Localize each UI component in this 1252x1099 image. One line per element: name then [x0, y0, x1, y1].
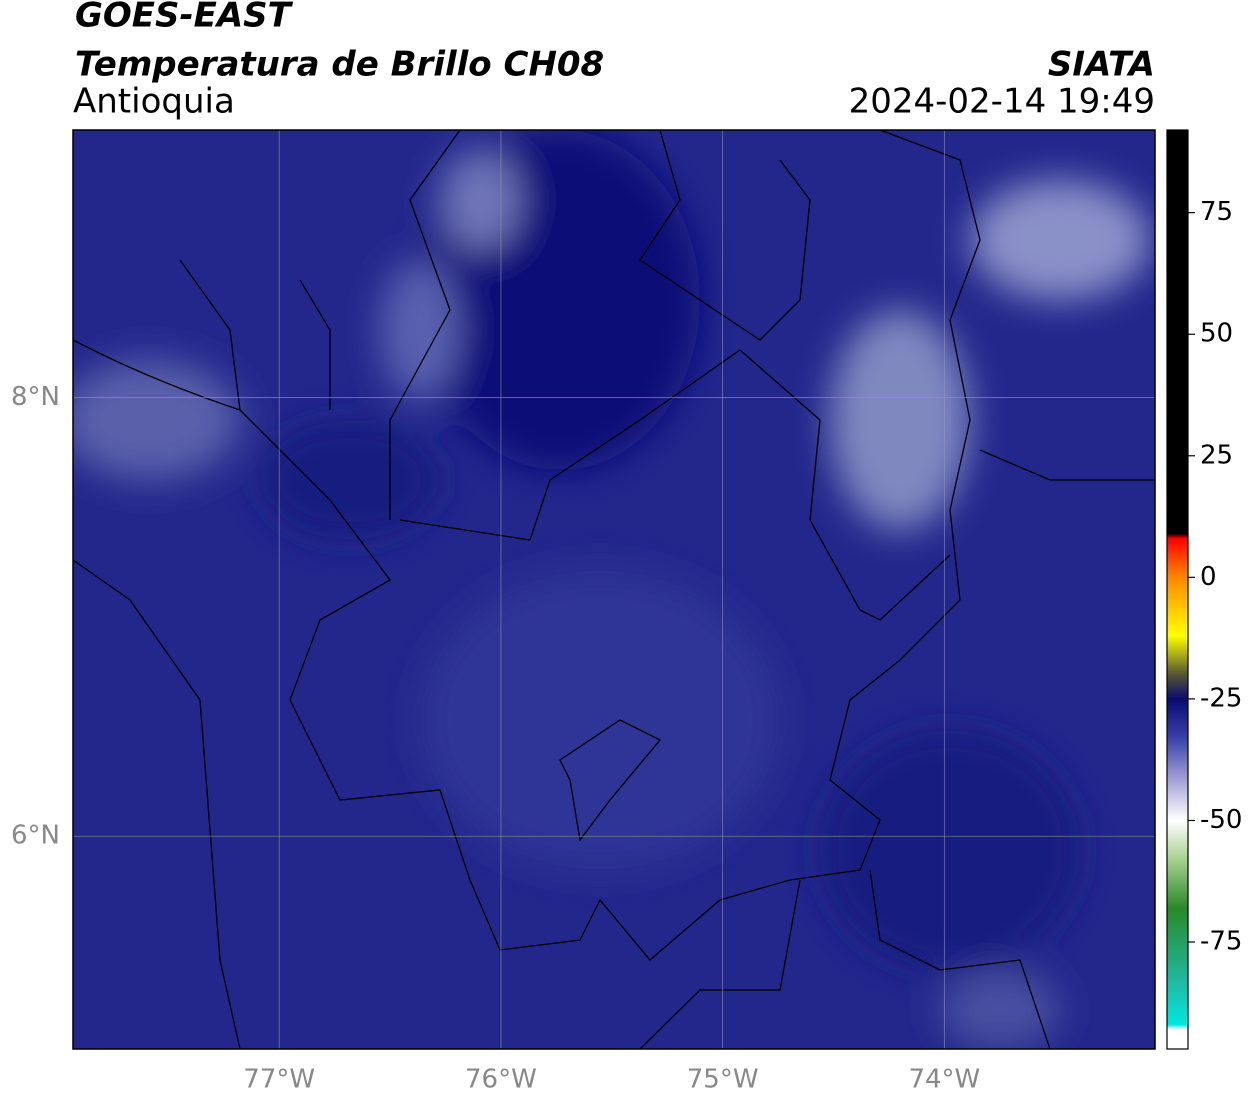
colorbar-tick-label: -50 — [1200, 805, 1242, 835]
map-image — [73, 130, 1155, 1049]
title: GOES-EAST — [75, 0, 294, 36]
x-tick-label: 75°W — [687, 1065, 759, 1095]
grid — [73, 130, 1155, 1049]
colorbar-tick-label: 50 — [1200, 319, 1233, 349]
map-frame — [72, 129, 1156, 1050]
colorbar-tick-label: -25 — [1200, 683, 1242, 713]
colorbar-tick-label: 75 — [1200, 197, 1233, 227]
x-tick-label: 76°W — [465, 1065, 537, 1095]
source: SIATA — [1048, 45, 1155, 85]
region: Antioquia — [73, 82, 235, 122]
datetime: 2024-02-14 19:49 — [849, 82, 1155, 122]
colorbar-tick-label: 0 — [1200, 562, 1217, 592]
x-tick-label: 74°W — [908, 1065, 980, 1095]
y-tick-label: 8°N — [11, 382, 60, 412]
colorbar — [1166, 129, 1189, 1050]
y-tick-label: 6°N — [11, 821, 60, 851]
colorbar-tick-label: 25 — [1200, 440, 1233, 470]
colorbar-tick-label: -75 — [1200, 927, 1242, 957]
x-tick-label: 77°W — [243, 1065, 315, 1095]
subtitle: Temperatura de Brillo CH08 — [75, 45, 604, 85]
